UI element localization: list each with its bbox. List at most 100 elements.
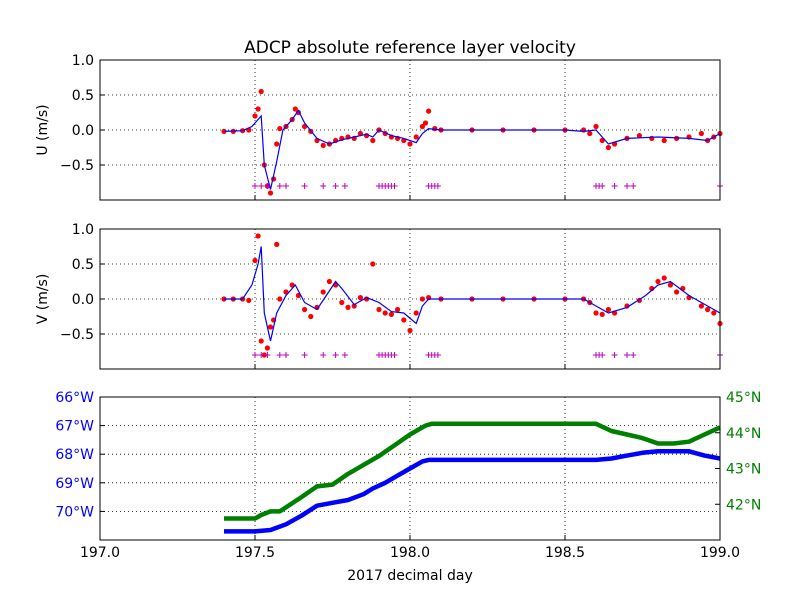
lat-ytick-label: 42°N: [726, 497, 761, 513]
u-data-point: [593, 123, 599, 130]
v-data-point: [308, 313, 314, 320]
u-data-point: [426, 108, 432, 114]
v-ytick-label: −0.5: [60, 327, 94, 343]
u-data-point: [277, 126, 283, 132]
position-xtick-label: 198.0: [390, 545, 430, 561]
u-ytick-label: −0.5: [60, 158, 94, 174]
u-grid: [99, 59, 721, 200]
figure-title: ADCP absolute reference layer velocity: [244, 38, 576, 58]
u-data-point: [649, 135, 655, 141]
u-ytick-label: 1.0: [72, 53, 94, 69]
v-data-point: [419, 296, 425, 302]
u-flag-marker: [252, 183, 258, 189]
v-data-point: [667, 282, 674, 288]
u-data-point: [605, 144, 612, 151]
v-data-point: [326, 278, 332, 285]
v-data-point: [698, 303, 705, 309]
v-data-point: [593, 310, 599, 316]
v-flag-marker: [301, 352, 308, 358]
u-data-point: [698, 130, 705, 137]
u-data-point: [274, 141, 280, 147]
v-data-point: [674, 289, 680, 295]
v-data-point: [258, 338, 264, 344]
lat-ytick-label: 43°N: [726, 462, 761, 478]
v-data-point: [255, 233, 261, 239]
v-flag-marker: [434, 352, 441, 358]
v-flag-marker: [276, 352, 283, 358]
v-data-point: [413, 310, 419, 316]
longitude-track: [224, 449, 721, 534]
v-flag-marker: [258, 352, 265, 358]
v-flag-marker: [252, 352, 258, 358]
v-flag-marker: [320, 352, 327, 358]
v-flag-marker: [630, 352, 637, 358]
u-data-point: [587, 130, 593, 137]
u-data-point: [370, 137, 376, 144]
v-ytick-label: 1.0: [72, 222, 94, 238]
v-flag-marker: [391, 352, 398, 358]
v-data-point: [252, 257, 258, 264]
position-xtick-label: 197.5: [235, 545, 275, 561]
v-data-point: [267, 324, 274, 330]
lon-ytick-label: 70°W: [55, 504, 94, 520]
position-panel: 197.0 197.5 198.0 198.5 199.0 66°W 67°W 68°W 69°…: [55, 390, 761, 584]
v-data-point: [264, 345, 270, 351]
lon-ytick-label: 66°W: [55, 390, 94, 406]
u-series: [221, 88, 723, 196]
position-xtick-label: 199.0: [700, 545, 740, 561]
v-data-point: [357, 295, 363, 301]
u-data-point: [252, 113, 258, 119]
u-smoothed-line: [223, 109, 721, 190]
u-data-point: [267, 190, 274, 196]
u-flag-marker: [276, 183, 283, 189]
v-data-point: [705, 306, 711, 313]
u-flag-marker: [341, 183, 348, 189]
v-data-point: [382, 310, 388, 316]
v-flag-marker: [341, 352, 348, 358]
u-ytick-label: 0.0: [72, 123, 94, 139]
u-data-point: [419, 123, 425, 130]
u-data-point: [413, 134, 419, 140]
u-data-point: [407, 141, 413, 147]
u-flag-marker: [320, 183, 327, 189]
v-flag-marker: [599, 352, 606, 358]
v-flag-marker: [283, 352, 289, 358]
v-data-point: [388, 311, 394, 317]
lon-ytick-label: 69°W: [55, 476, 94, 492]
position-xtick-label: 197.0: [80, 545, 120, 561]
v-panel: 1.0 0.5 0.0 −0.5 V (m/s): [35, 222, 723, 370]
u-data-point: [636, 133, 643, 139]
u-ticks: 1.0 0.5 0.0 −0.5: [60, 53, 721, 200]
v-flag-marker: [611, 352, 618, 358]
v-data-point: [274, 241, 280, 247]
u-data-point: [258, 88, 264, 95]
v-data-point: [277, 296, 283, 302]
position-series: [224, 421, 721, 534]
u-flag-marker: [391, 183, 398, 189]
lat-ytick-label: 44°N: [726, 426, 761, 442]
u-flag-marker: [332, 183, 339, 189]
v-data-point: [246, 297, 252, 303]
v-data-point: [407, 327, 413, 334]
u-flag-marker: [630, 183, 637, 189]
u-ytick-label: 0.5: [72, 88, 94, 104]
v-data-point: [395, 306, 401, 313]
u-data-point: [320, 142, 326, 148]
lat-ytick-label: 45°N: [726, 390, 761, 406]
v-data-point: [605, 306, 612, 313]
v-data-point: [401, 317, 407, 323]
v-ytick-label: 0.5: [72, 257, 94, 273]
u-flag-marker: [301, 183, 308, 189]
v-data-point: [661, 275, 667, 281]
v-grid: [99, 228, 721, 369]
position-xtick-label: 198.5: [545, 545, 585, 561]
latitude-track: [224, 421, 721, 521]
u-flag-marker: [599, 183, 606, 189]
x-axis-label: 2017 decimal day: [347, 568, 472, 584]
v-data-point: [339, 299, 345, 306]
v-ytick-label: 0.0: [72, 292, 94, 308]
u-ylabel: U (m/s): [35, 104, 51, 155]
v-ticks: 1.0 0.5 0.0 −0.5: [60, 222, 721, 369]
v-data-point: [599, 311, 605, 317]
